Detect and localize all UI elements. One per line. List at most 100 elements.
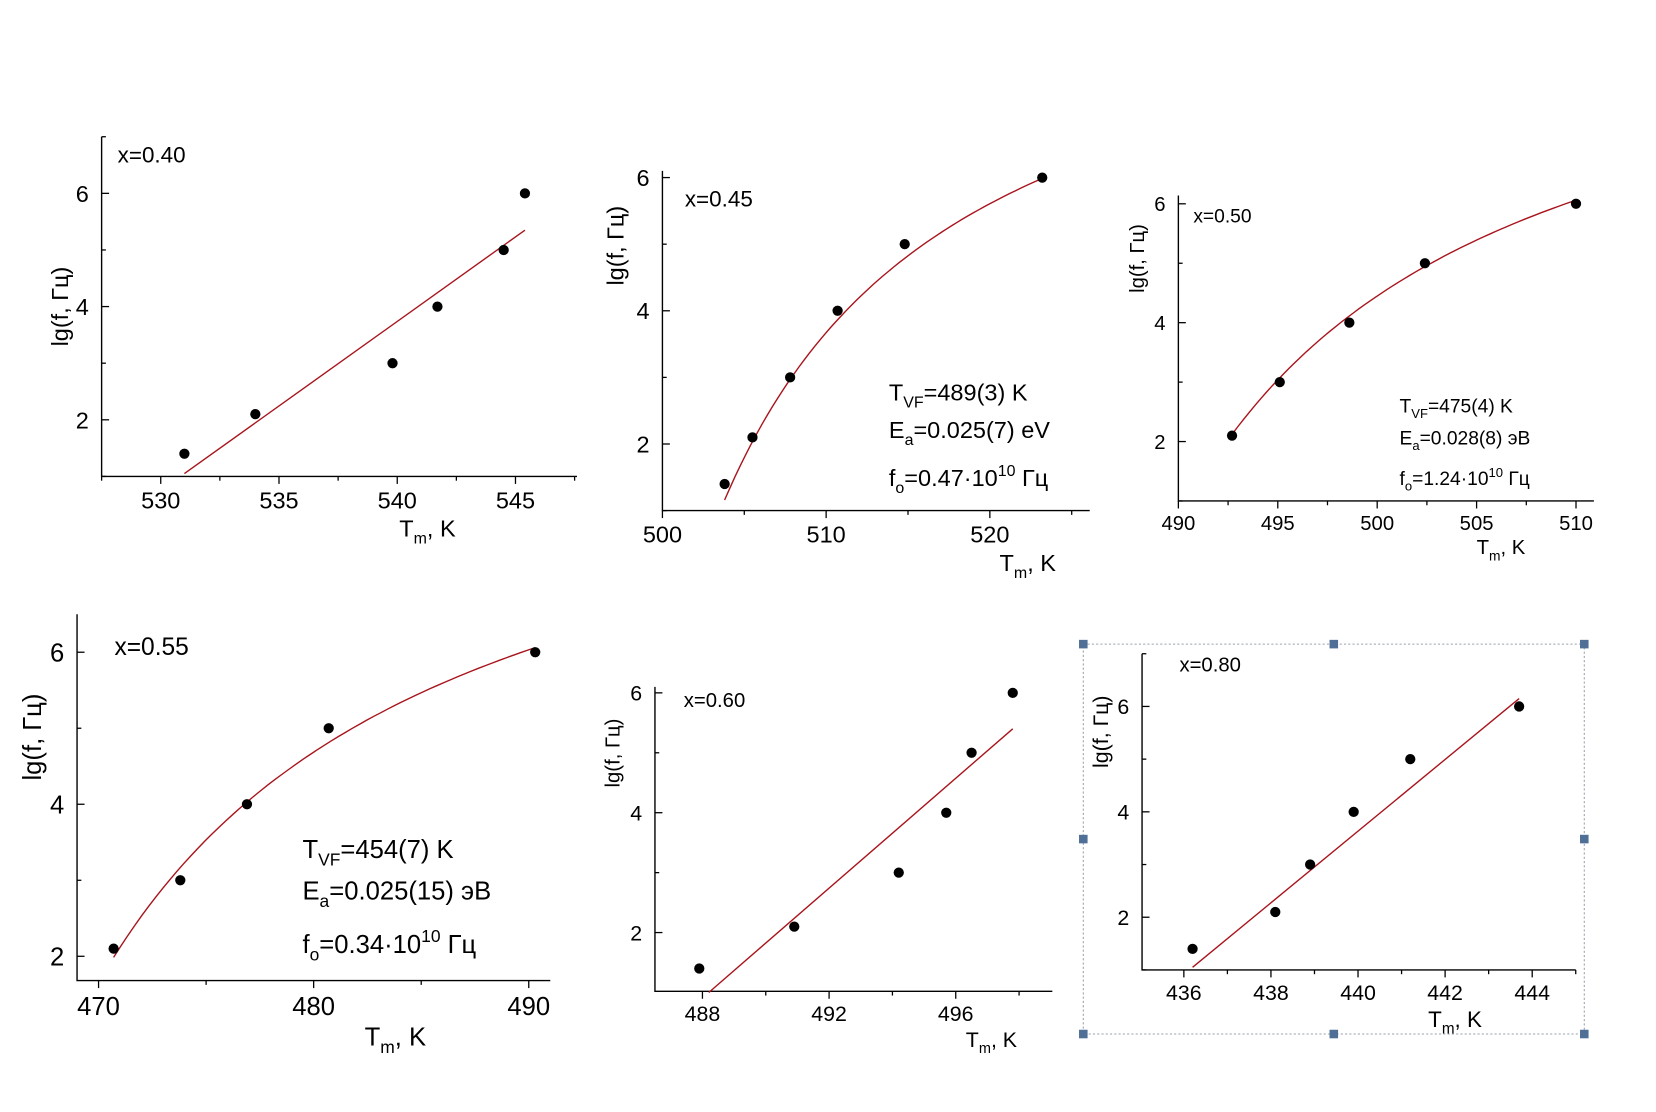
axes (100, 136, 577, 478)
y-tick-label: 6 (1117, 695, 1129, 719)
text-run: T (399, 516, 413, 542)
fit-parameters: TVF=475(4) K (1399, 396, 1513, 421)
text-run: T (302, 836, 318, 864)
x-tick-label: 488 (685, 1002, 721, 1026)
chart-panel: 436 438 440 442 444 2 4 6 x=0.80 lg(f, Гц) Tm, K (1079, 639, 1589, 1039)
text-run: , K (395, 1024, 426, 1052)
x-tick-label: 510 (1559, 513, 1593, 535)
x-tick-label: 490 (507, 993, 550, 1021)
data-point (1514, 701, 1525, 712)
y-axis-label: lg(f, Гц) (1127, 224, 1149, 293)
resize-handle[interactable] (1079, 1029, 1088, 1039)
data-point (832, 305, 843, 316)
fit-parameters: fo=1.24·1010 Гц (1399, 465, 1529, 494)
text-run: =0.47·10 (904, 465, 997, 491)
fit-curve (183, 229, 526, 475)
text-run: E (302, 877, 319, 905)
superscript: 10 (998, 463, 1016, 480)
y-tick-label: 2 (50, 944, 64, 972)
y-axis-label: lg(f, Гц) (1089, 695, 1113, 767)
y-axis-label: lg(f, Гц) (602, 719, 624, 788)
y-tick-label: 2 (1117, 906, 1129, 930)
data-point (1187, 943, 1198, 954)
text-run: =0.34·10 (319, 931, 421, 959)
text-run: =475(4) K (1428, 396, 1513, 417)
subscript: m (414, 531, 427, 548)
text-run: =1.24·10 (1412, 469, 1488, 490)
data-point (1037, 172, 1048, 183)
x-tick-label: 480 (292, 993, 335, 1021)
y-axis-label: lg(f, Гц) (603, 206, 629, 286)
text-run: T (365, 1024, 381, 1052)
subscript: a (320, 891, 330, 911)
selection-box[interactable] (1079, 639, 1589, 1039)
data-point (1344, 317, 1355, 328)
text-run: Гц (1016, 465, 1049, 491)
data-point (323, 723, 334, 734)
text-run: =0.028(8) эВ (1420, 428, 1531, 449)
resize-handle[interactable] (1580, 1029, 1589, 1039)
x-tick-label: 490 (1161, 513, 1195, 535)
resize-handle[interactable] (1580, 834, 1589, 844)
data-point (789, 921, 800, 932)
data-point (1419, 258, 1431, 269)
text-run: f (302, 931, 310, 959)
text-run: T (1428, 1007, 1442, 1032)
x-tick-label: 470 (77, 993, 120, 1021)
x-tick-label: 444 (1514, 981, 1550, 1005)
text-run: f (889, 465, 896, 491)
fit-curve (113, 646, 536, 958)
resize-handle[interactable] (1329, 639, 1339, 649)
y-tick-label: 4 (50, 791, 64, 819)
x-axis-label: Tm, K (365, 1024, 427, 1058)
data-point (719, 478, 730, 490)
subscript: m (979, 1041, 991, 1057)
text-run: =454(7) K (340, 836, 453, 864)
data-point (519, 188, 531, 199)
data-point (108, 943, 119, 954)
subscript: o (1405, 479, 1412, 494)
data-point (387, 358, 398, 369)
text-run: T (1000, 550, 1014, 576)
y-axis-label: lg(f, Гц) (19, 694, 47, 781)
text-run: Гц (441, 931, 477, 959)
subscript: m (380, 1037, 395, 1057)
fit-parameters: Ea=0.025(15) эВ (302, 877, 491, 911)
selection-border (1082, 643, 1585, 1035)
data-point (899, 239, 910, 250)
subscript: m (1489, 548, 1501, 563)
resize-handle[interactable] (1079, 639, 1088, 649)
data-point (250, 409, 261, 420)
data-point (694, 963, 705, 974)
subscript: VF (1411, 406, 1428, 421)
y-tick-label: 4 (76, 294, 89, 320)
y-tick-label: 6 (637, 165, 650, 191)
y-tick-label: 4 (637, 298, 650, 324)
data-point (784, 372, 796, 383)
data-point (1007, 687, 1018, 698)
fit-parameters: fo=0.47·1010 Гц (889, 463, 1048, 497)
x-tick-label: 505 (1460, 513, 1494, 535)
data-point (893, 867, 904, 878)
x-tick-label: 545 (496, 487, 535, 513)
y-tick-label: 6 (76, 181, 89, 207)
fit-parameters: Ea=0.028(8) эВ (1399, 428, 1530, 453)
axes (1177, 195, 1594, 502)
x-tick-label: 440 (1340, 981, 1376, 1005)
fit-curve (1231, 199, 1577, 435)
y-tick-label: 6 (50, 639, 64, 667)
data-point (432, 301, 443, 312)
text-run: E (1399, 428, 1412, 449)
y-tick-label: 4 (1117, 801, 1129, 825)
data-point (1270, 906, 1281, 918)
x-tick-label: 500 (1360, 513, 1394, 535)
x-tick-label: 495 (1261, 513, 1295, 535)
resize-handle[interactable] (1580, 639, 1589, 649)
resize-handle[interactable] (1329, 1029, 1339, 1039)
x-tick-label: 500 (643, 522, 682, 548)
resize-handle[interactable] (1079, 834, 1088, 844)
subscript: a (1412, 438, 1420, 453)
panel-title: x=0.40 (118, 143, 186, 168)
